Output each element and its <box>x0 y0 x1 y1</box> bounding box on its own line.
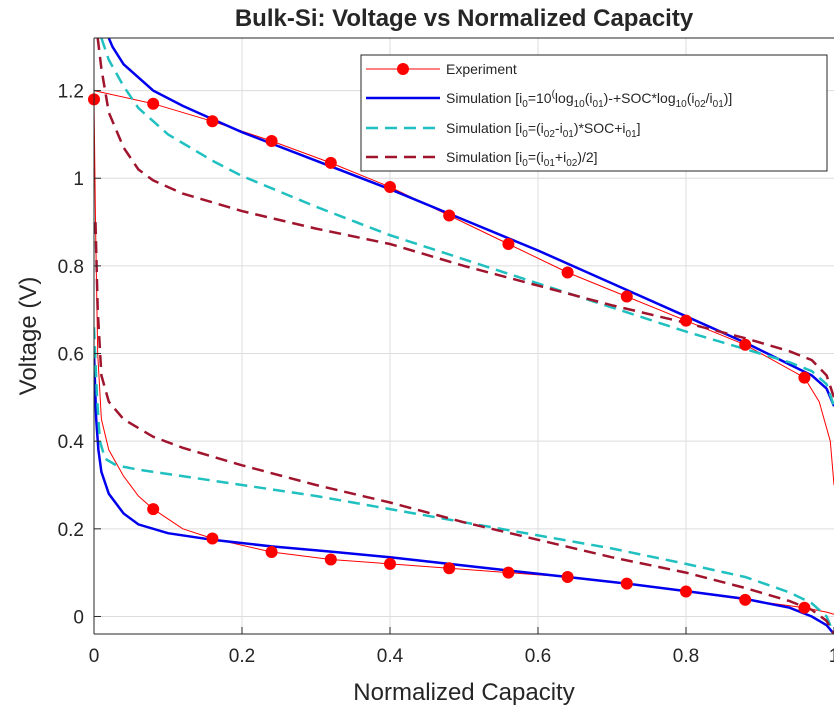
experiment-point <box>798 602 810 614</box>
experiment-point <box>680 315 692 327</box>
y-tick-label: 0.2 <box>58 520 84 541</box>
y-tick-label: 0 <box>73 607 84 628</box>
experiment-point <box>266 135 278 147</box>
x-tick-label: 0.2 <box>229 646 255 667</box>
chart-title: Bulk-Si: Voltage vs Normalized Capacity <box>235 5 694 32</box>
experiment-point <box>325 554 337 566</box>
y-axis-title: Voltage (V) <box>15 277 42 396</box>
experiment-point <box>502 238 514 250</box>
experiment-point <box>562 266 574 278</box>
experiment-point <box>680 585 692 597</box>
x-tick-label: 1 <box>829 646 834 667</box>
experiment-point <box>384 558 396 570</box>
x-tick-label: 0.4 <box>377 646 404 667</box>
experiment-point <box>739 339 751 351</box>
x-tick-label: 0.6 <box>525 646 551 667</box>
experiment-point <box>739 594 751 606</box>
x-tick-label: 0 <box>89 646 100 667</box>
experiment-point <box>502 567 514 579</box>
experiment-point <box>443 562 455 574</box>
y-tick-label: 0.6 <box>58 345 84 366</box>
experiment-point <box>206 532 218 544</box>
experiment-point <box>147 98 159 110</box>
experiment-point <box>147 503 159 515</box>
y-tick-label: 0.4 <box>58 432 85 453</box>
y-tick-label: 0.8 <box>58 257 84 278</box>
experiment-point <box>325 157 337 169</box>
experiment-point <box>621 291 633 303</box>
experiment-point <box>206 115 218 127</box>
x-tick-label: 0.8 <box>673 646 699 667</box>
y-tick-label: 1.2 <box>58 82 84 103</box>
y-tick-label: 1 <box>73 169 84 190</box>
experiment-point <box>443 209 455 221</box>
legend: Experiment Simulation [i0=10(log10(i01)-… <box>361 55 827 171</box>
legend-label-experiment: Experiment <box>446 61 517 77</box>
experiment-point <box>384 181 396 193</box>
legend-marker-experiment <box>397 63 409 75</box>
experiment-point <box>562 571 574 583</box>
experiment-point <box>266 546 278 558</box>
x-axis-title: Normalized Capacity <box>353 679 574 706</box>
experiment-point <box>798 372 810 384</box>
experiment-point <box>621 578 633 590</box>
